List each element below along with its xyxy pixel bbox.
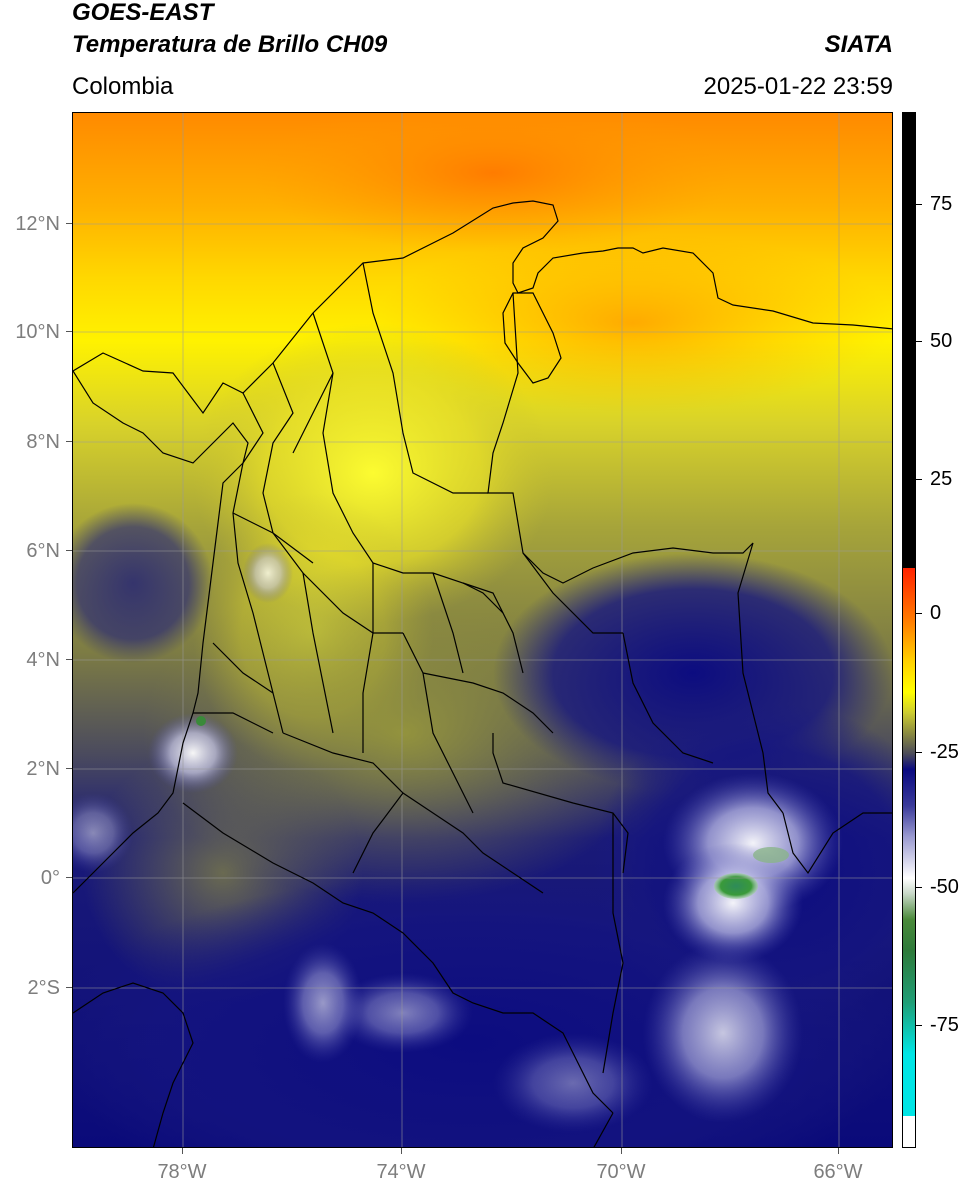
lat-tick-2s — [66, 987, 72, 988]
lat-label-12n: 12°N — [15, 213, 60, 235]
gridlines — [73, 113, 892, 1147]
colorbar-tick-0 — [916, 613, 922, 614]
lat-tick-10n — [66, 331, 72, 332]
lat-label-2n: 2°N — [26, 758, 60, 780]
colorbar-label-75: 75 — [930, 193, 953, 215]
lat-label-10n: 10°N — [15, 321, 60, 343]
colorbar — [902, 112, 916, 1148]
colorbar-label-neg75: -75 — [930, 1014, 959, 1036]
lon-tick-66w — [838, 1148, 839, 1154]
colorbar-tick-75 — [916, 204, 922, 205]
lon-label-70w: 70°W — [596, 1161, 646, 1183]
colorbar-label-25: 25 — [930, 468, 953, 490]
lat-tick-2n — [66, 768, 72, 769]
colorbar-tick-25 — [916, 479, 922, 480]
lat-label-2s: 2°S — [27, 977, 60, 999]
lat-tick-6n — [66, 550, 72, 551]
satellite-map — [72, 112, 893, 1148]
colorbar-label-50: 50 — [930, 330, 953, 352]
lon-label-66w: 66°W — [813, 1161, 863, 1183]
colorbar-label-neg25: -25 — [930, 741, 959, 763]
lat-tick-4n — [66, 659, 72, 660]
colorbar-tick-neg50 — [916, 887, 922, 888]
lat-label-0: 0° — [40, 867, 60, 889]
datetime-label: 2025-01-22 23:59 — [703, 73, 894, 100]
lon-label-74w: 74°W — [376, 1161, 426, 1183]
lon-tick-74w — [401, 1148, 402, 1154]
lon-label-78w: 78°W — [157, 1161, 207, 1183]
satellite-title: GOES-EAST — [72, 0, 214, 26]
lat-label-8n: 8°N — [26, 431, 60, 453]
borders — [73, 200, 892, 1147]
colorbar-tick-neg75 — [916, 1025, 922, 1026]
lon-tick-78w — [182, 1148, 183, 1154]
lat-label-4n: 4°N — [26, 649, 60, 671]
lat-tick-0 — [66, 877, 72, 878]
colorbar-tick-50 — [916, 341, 922, 342]
product-title: Temperatura de Brillo CH09 — [72, 31, 388, 58]
lat-tick-8n — [66, 441, 72, 442]
region-label: Colombia — [72, 73, 174, 100]
org-title: SIATA — [824, 31, 893, 58]
lat-tick-12n — [66, 223, 72, 224]
colorbar-label-0: 0 — [930, 602, 942, 624]
lat-label-6n: 6°N — [26, 540, 60, 562]
colorbar-label-neg50: -50 — [930, 876, 959, 898]
lon-tick-70w — [621, 1148, 622, 1154]
brightness-temperature-image — [73, 113, 892, 1147]
colorbar-tick-neg25 — [916, 752, 922, 753]
